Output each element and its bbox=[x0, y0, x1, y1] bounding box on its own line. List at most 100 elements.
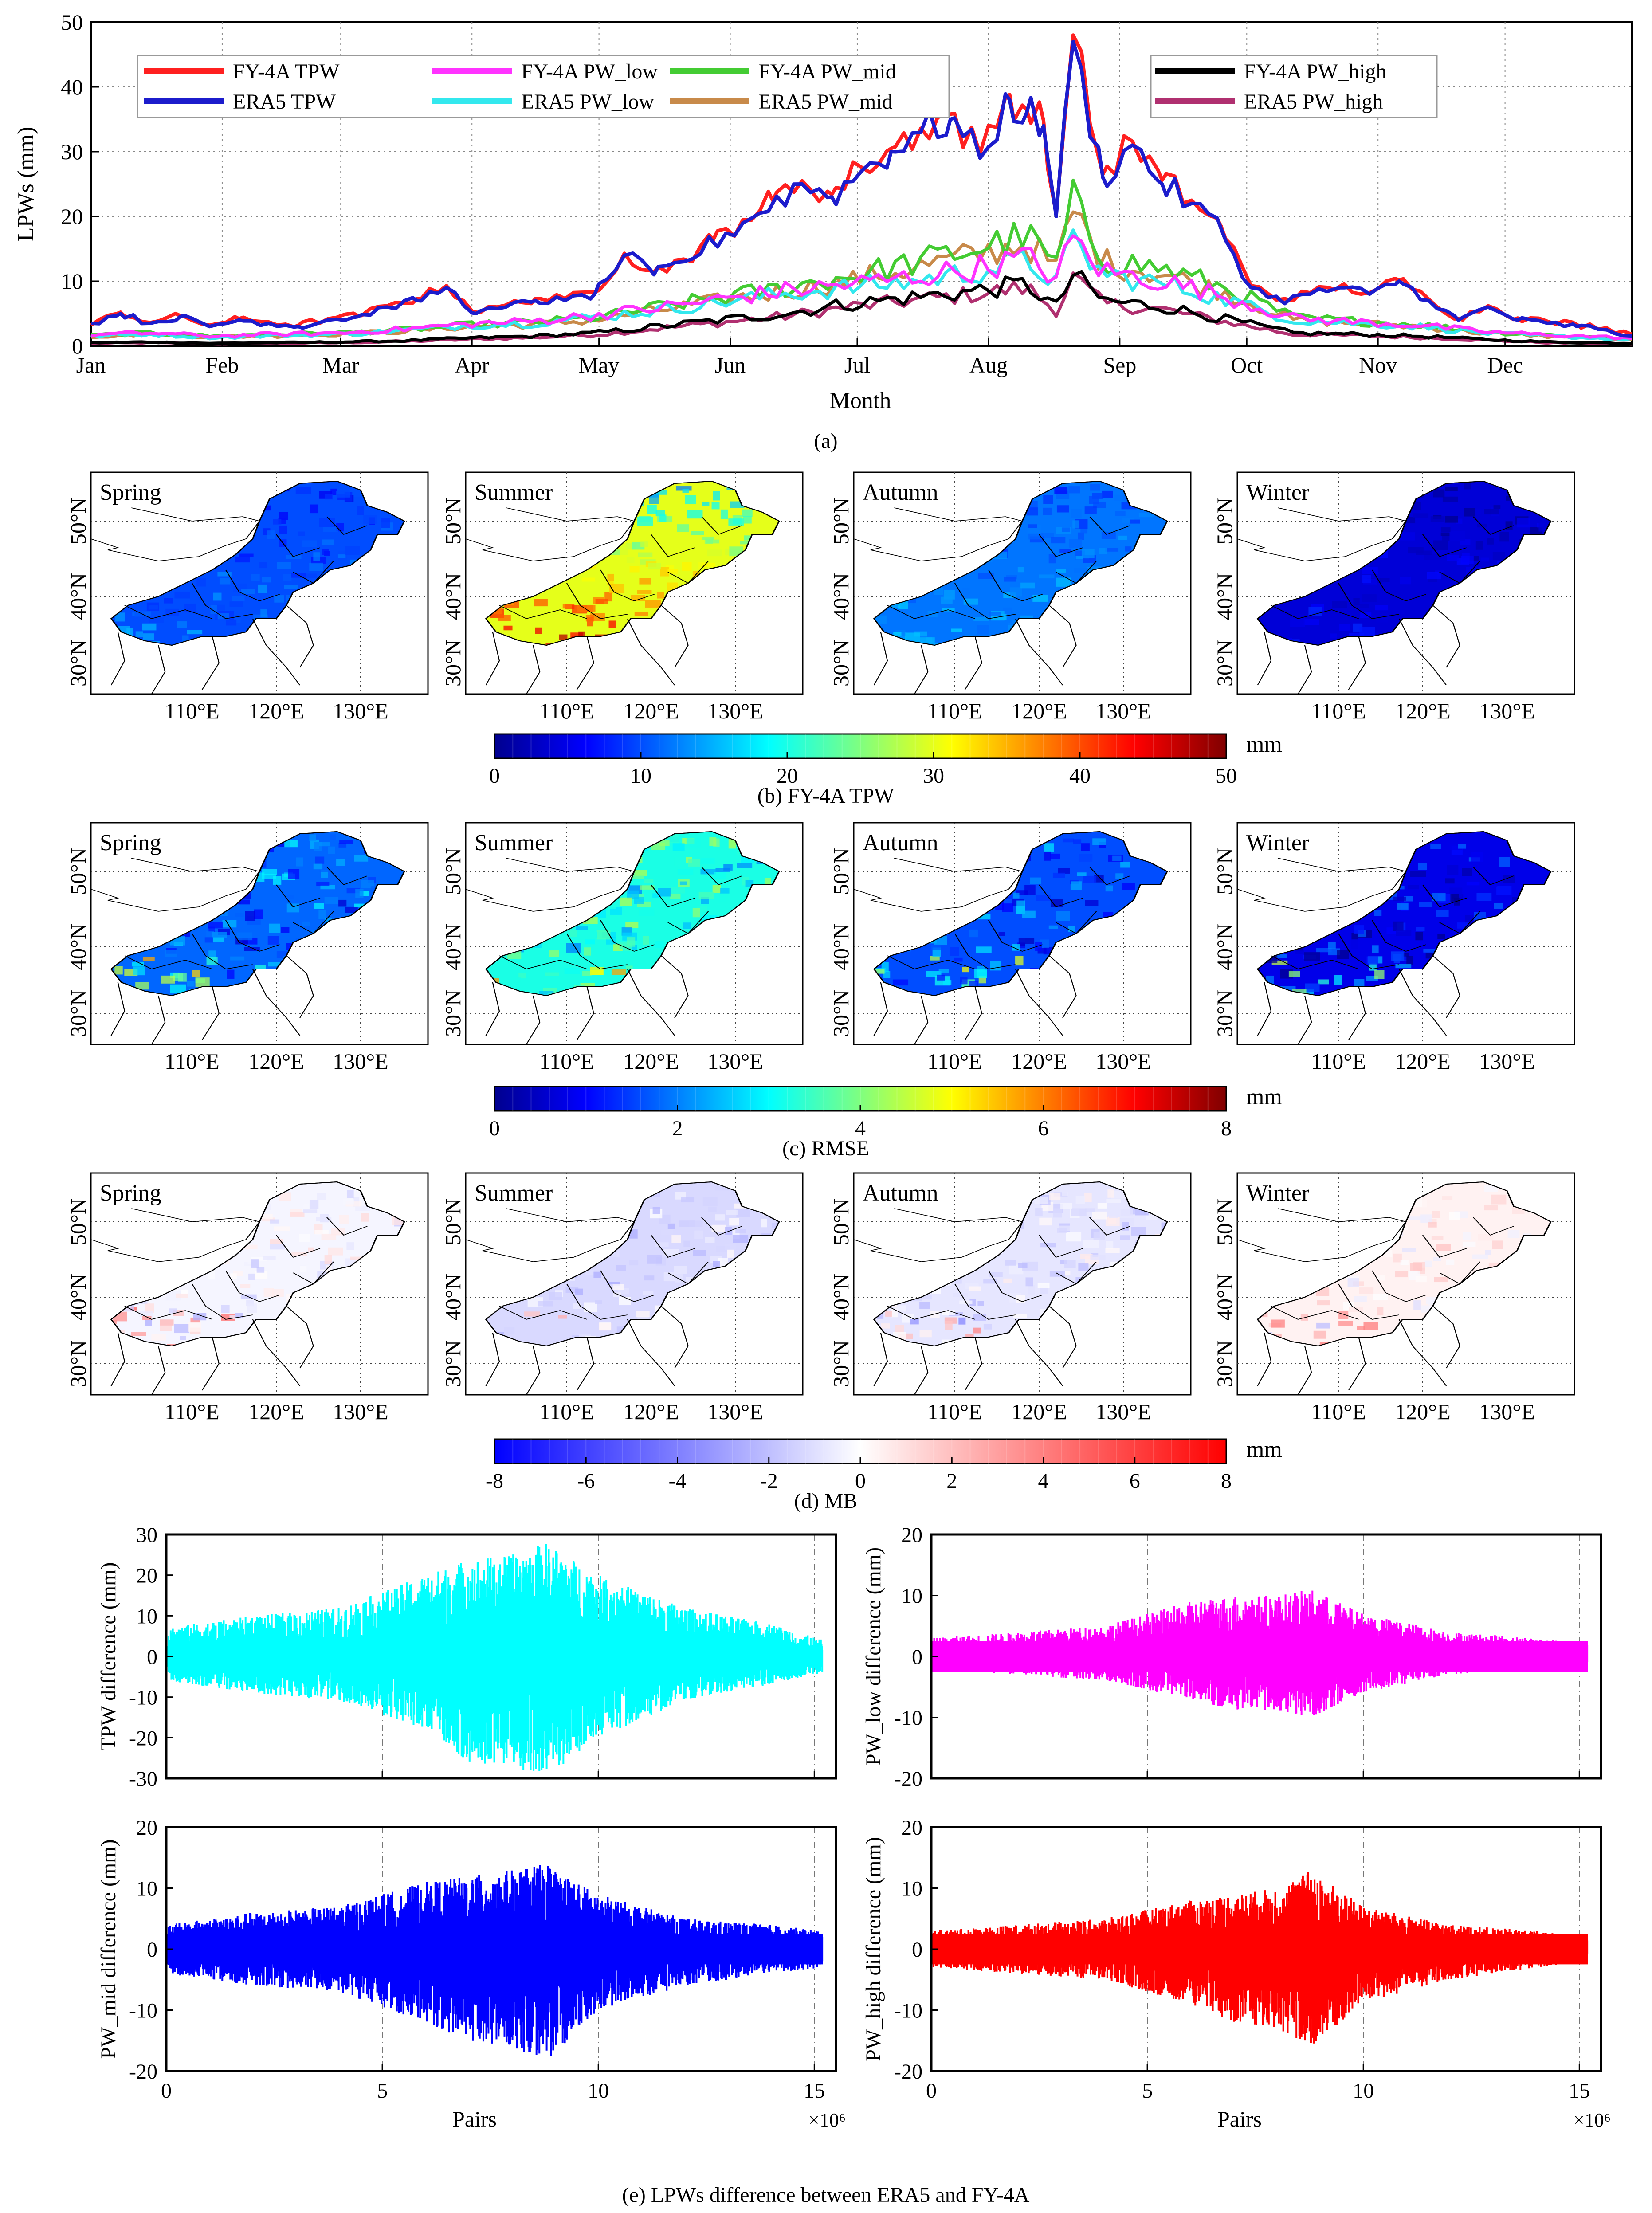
x-tick-label: Aug bbox=[969, 353, 1008, 377]
province-border bbox=[499, 955, 588, 969]
region-cell bbox=[1499, 532, 1509, 542]
region-cell bbox=[688, 859, 700, 867]
region-cell bbox=[700, 869, 716, 875]
region-cell bbox=[558, 1315, 567, 1319]
region-cell bbox=[336, 490, 351, 498]
caption-d: (d) MB bbox=[794, 1489, 858, 1513]
region-cell bbox=[1354, 979, 1365, 987]
region-cell bbox=[295, 487, 311, 494]
region-cell bbox=[643, 1291, 654, 1295]
region-cell bbox=[1050, 853, 1060, 859]
region-cell bbox=[277, 562, 291, 569]
lat-tick-label: 50°N bbox=[828, 498, 853, 545]
region-cell bbox=[625, 922, 639, 928]
province-border bbox=[566, 933, 628, 969]
region-cell bbox=[263, 505, 271, 511]
map-row-c: Spring 110°E 120°E 130°E 30°N 40°N 50°N Summer 1… bbox=[66, 822, 1575, 1074]
region-cell bbox=[319, 518, 335, 527]
region-cell bbox=[977, 1301, 984, 1306]
region-cell bbox=[164, 598, 173, 604]
region-cell bbox=[1043, 495, 1053, 504]
region-cell bbox=[634, 612, 648, 616]
region-cell bbox=[1494, 903, 1503, 909]
region-cell bbox=[524, 1311, 540, 1317]
region-cell bbox=[1456, 518, 1463, 524]
season-label: Winter bbox=[1246, 830, 1309, 855]
region-cell bbox=[707, 549, 722, 557]
region-cell bbox=[677, 524, 690, 532]
region-cell bbox=[284, 840, 298, 848]
region-cell bbox=[683, 922, 691, 929]
y-tick-label: 10 bbox=[136, 1605, 157, 1628]
province-border bbox=[660, 605, 689, 668]
region-cell bbox=[728, 839, 736, 849]
region-cell bbox=[708, 1206, 717, 1212]
region-cell bbox=[361, 1213, 369, 1222]
region-cell bbox=[1080, 529, 1088, 534]
lat-tick-label: 30°N bbox=[1212, 1340, 1237, 1387]
province-border bbox=[110, 982, 126, 1036]
region-cell bbox=[1449, 531, 1465, 541]
region-cell bbox=[276, 593, 284, 597]
region-cell bbox=[349, 488, 363, 497]
colorbar-tick-label: 2 bbox=[946, 1469, 957, 1493]
region-cell bbox=[1049, 1193, 1061, 1201]
region-cell bbox=[179, 1336, 186, 1340]
region-cell bbox=[208, 926, 215, 932]
region-cell bbox=[1025, 938, 1035, 944]
region-cell bbox=[1048, 554, 1056, 564]
region-cell bbox=[713, 491, 720, 501]
region-cell bbox=[181, 1289, 188, 1294]
region-cell bbox=[1305, 983, 1320, 992]
region-cell bbox=[973, 1314, 986, 1321]
region-cell bbox=[1013, 1314, 1027, 1318]
region-cell bbox=[222, 920, 237, 928]
region-cell bbox=[612, 1284, 624, 1290]
region-cell bbox=[354, 903, 370, 908]
region-cell bbox=[626, 557, 635, 563]
region-cell bbox=[1458, 844, 1467, 849]
region-cell bbox=[549, 1292, 562, 1300]
province-border bbox=[151, 645, 166, 695]
region-cell bbox=[165, 608, 179, 616]
lon-tick-label: 120°E bbox=[248, 1399, 304, 1424]
region-cell bbox=[905, 632, 920, 642]
region-cell bbox=[322, 539, 334, 545]
colorbar-tick-label: 6 bbox=[1130, 1469, 1140, 1493]
region-cell bbox=[969, 1286, 981, 1291]
region-cell bbox=[1447, 555, 1459, 561]
region-cell bbox=[661, 1230, 673, 1236]
region-cell bbox=[983, 1324, 992, 1330]
region-cell bbox=[693, 1250, 706, 1256]
region-cell bbox=[290, 1212, 305, 1217]
province-border bbox=[1048, 605, 1077, 668]
season-label: Summer bbox=[475, 480, 553, 505]
lat-tick-label: 30°N bbox=[66, 990, 90, 1037]
region-cell bbox=[960, 977, 968, 985]
region-cell bbox=[1077, 872, 1087, 876]
x-tick-label: Dec bbox=[1487, 353, 1523, 377]
region-cell bbox=[1105, 1247, 1120, 1253]
region-cell bbox=[619, 897, 632, 906]
region-cell bbox=[274, 1226, 290, 1231]
region-cell bbox=[1337, 950, 1349, 959]
region-cell bbox=[288, 869, 300, 879]
region-cell bbox=[1416, 927, 1425, 932]
province-border bbox=[566, 583, 628, 619]
region-cell bbox=[1090, 484, 1100, 491]
region-cell bbox=[595, 1300, 602, 1304]
map-panel-winter: Winter 110°E 120°E 130°E 30°N 40°N 50°N bbox=[1212, 1172, 1575, 1424]
region-cell bbox=[930, 956, 940, 961]
region-cell bbox=[689, 1220, 703, 1227]
region-cell bbox=[1338, 1311, 1349, 1319]
colorbar-tick-label: 6 bbox=[1038, 1117, 1049, 1140]
region-cell bbox=[1374, 910, 1382, 916]
region-cell bbox=[585, 615, 594, 622]
region-cell bbox=[1092, 838, 1106, 845]
province-border bbox=[870, 521, 1023, 561]
region-cell bbox=[1062, 838, 1074, 843]
region-cell bbox=[235, 556, 250, 563]
region-cell bbox=[255, 965, 266, 970]
scatter-panels-e: 30 20 10 0 -10 -20 -30 TPW difference (mm) 20100… bbox=[97, 1523, 1611, 2131]
y-tick-label: -10 bbox=[129, 1686, 157, 1710]
